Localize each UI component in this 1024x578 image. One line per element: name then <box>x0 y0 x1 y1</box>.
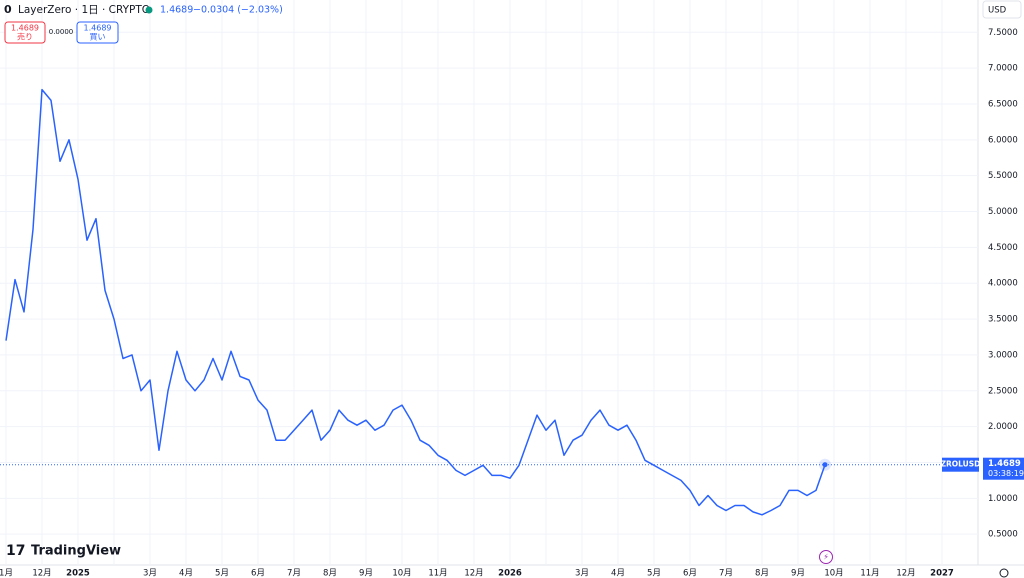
y-tick-label: 2.5000 <box>988 386 1018 396</box>
brand: TradingView <box>31 544 121 559</box>
price-tag-value: 1.4689 <box>988 459 1021 469</box>
y-tick-label: 5.0000 <box>988 207 1018 217</box>
sell-label[interactable]: 売り <box>17 32 33 42</box>
y-tick-label: 7.0000 <box>988 64 1018 74</box>
x-tick-label: 5月 <box>647 569 661 578</box>
x-tick-label: 3月 <box>575 569 589 578</box>
status-dot <box>145 6 153 14</box>
x-tick-label: 6月 <box>683 569 697 578</box>
x-tick-label: 1月 <box>0 569 13 578</box>
y-tick-label: 3.5000 <box>988 315 1018 325</box>
x-tick-label: 11月 <box>860 569 879 578</box>
currency[interactable]: USD <box>988 6 1007 16</box>
x-tick-label: 2025 <box>66 569 90 578</box>
x-tick-label: 7月 <box>287 569 301 578</box>
buy-price[interactable]: 1.4689 <box>84 24 112 33</box>
logo-icon <box>3 4 14 15</box>
y-tick-label: 3.0000 <box>988 350 1018 360</box>
x-tick-label: 4月 <box>179 569 193 578</box>
x-tick-label: 8月 <box>323 569 337 578</box>
logo-glyph: 0 <box>4 3 12 16</box>
plot <box>0 88 978 516</box>
x-tick-label: 10月 <box>392 569 411 578</box>
settings-icon[interactable] <box>999 568 1009 578</box>
buy-button[interactable] <box>76 21 119 44</box>
y-tick-label: 0.5000 <box>988 530 1018 540</box>
y-tick-label: 6.0000 <box>988 135 1018 145</box>
x-tick-label: 12月 <box>32 569 51 578</box>
x-tick-label: 11月 <box>428 569 447 578</box>
x-tick-label: 8月 <box>755 569 769 578</box>
last-point <box>822 462 828 468</box>
x-tick-label: 3月 <box>143 569 157 578</box>
spread: 0.0000 <box>49 28 74 36</box>
y-tick-label: 7.5000 <box>988 28 1018 38</box>
price-line <box>5 88 826 516</box>
x-tick-label: 4月 <box>611 569 625 578</box>
price-change: −0.0304 (−2.03%) <box>193 5 283 16</box>
event-glyph[interactable]: ⚡ <box>823 553 829 562</box>
y-tick-label: 2.0000 <box>988 422 1018 432</box>
y-tick-label: 4.0000 <box>988 279 1018 289</box>
grid <box>0 0 978 565</box>
x-tick-label: 10月 <box>824 569 843 578</box>
sell-button[interactable] <box>4 21 46 44</box>
buy-label[interactable]: 買い <box>90 33 106 42</box>
event-icon[interactable] <box>819 550 833 564</box>
y-tick-label: 6.5000 <box>988 99 1018 109</box>
x-tick-label: 7月 <box>719 569 733 578</box>
y-tick-label: 5.5000 <box>988 171 1018 181</box>
sell-price[interactable]: 1.4689 <box>11 24 39 33</box>
x-tick-label: 2026 <box>498 569 522 578</box>
countdown: 03:38:19 <box>988 469 1024 478</box>
price-tag <box>983 457 1024 480</box>
x-tick-label: 6月 <box>251 569 265 578</box>
x-tick-label: 12月 <box>896 569 915 578</box>
currency-button[interactable] <box>982 0 1022 19</box>
x-tick-label: 2027 <box>930 569 954 578</box>
x-tick-label: 9月 <box>791 569 805 578</box>
x-tick-label: 9月 <box>359 569 373 578</box>
symbol: LayerZero · 1日 · CRYPTO <box>18 4 150 16</box>
y-tick-label: 4.5000 <box>988 243 1018 253</box>
ticker-tag <box>942 457 979 472</box>
x-tick-label: 12月 <box>464 569 483 578</box>
x-tick-label: 5月 <box>215 569 229 578</box>
last-price: 1.4689 <box>160 5 193 16</box>
ticker-label: ZROLUSD <box>941 460 981 469</box>
y-tick-label: 1.0000 <box>988 494 1018 504</box>
last-point-halo <box>819 458 831 471</box>
brand-logo: 17 <box>6 543 25 559</box>
